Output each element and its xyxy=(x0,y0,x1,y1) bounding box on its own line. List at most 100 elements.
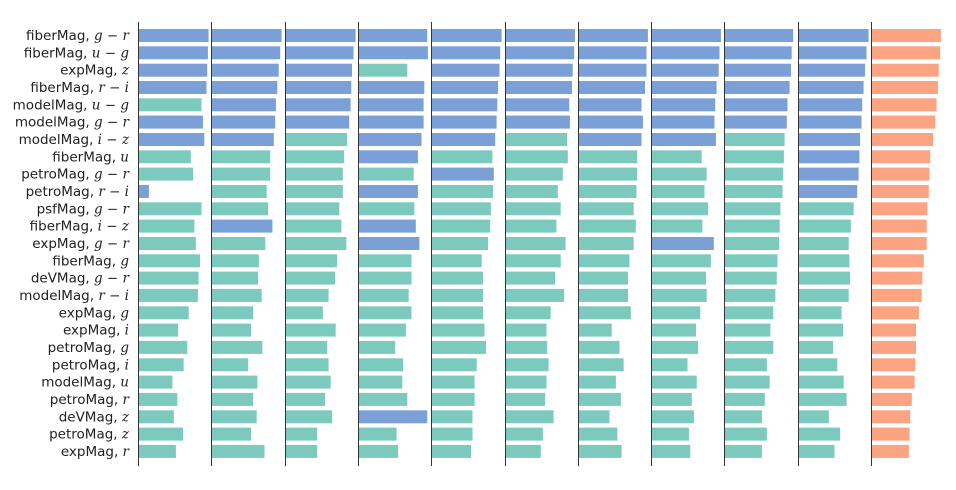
row-label-math: g − r xyxy=(94,28,131,44)
bar xyxy=(506,46,575,60)
row-label-math: g xyxy=(120,340,129,356)
row-label: deVMag, g − r xyxy=(31,271,131,287)
bar xyxy=(139,271,199,285)
bar xyxy=(872,358,916,372)
bar xyxy=(506,306,551,320)
bar xyxy=(212,392,254,406)
bar xyxy=(652,115,715,129)
bar xyxy=(652,185,705,198)
bar xyxy=(359,358,403,372)
bar xyxy=(359,254,412,268)
bar xyxy=(799,410,829,424)
bar xyxy=(872,254,924,268)
bar xyxy=(506,358,549,372)
bar xyxy=(212,29,282,42)
bar xyxy=(432,392,475,406)
bar xyxy=(579,323,612,337)
bar xyxy=(725,288,776,302)
bar xyxy=(359,410,428,424)
bar xyxy=(432,63,500,77)
bar xyxy=(579,98,642,112)
bar xyxy=(212,375,258,389)
bar xyxy=(725,202,781,216)
bar xyxy=(139,63,208,77)
bar xyxy=(212,444,265,458)
panel-10 xyxy=(798,22,869,466)
row-label-math: z xyxy=(121,409,130,425)
row-label: modelMag, u xyxy=(41,375,129,391)
bar xyxy=(579,185,637,198)
bar xyxy=(506,444,541,458)
bar xyxy=(286,115,350,129)
row-label-name: psfMag, xyxy=(37,201,94,217)
bar xyxy=(799,358,838,372)
bar xyxy=(506,167,563,181)
row-label-name: modelMag, xyxy=(41,375,120,391)
bar xyxy=(872,392,912,406)
bar xyxy=(725,29,794,42)
bar xyxy=(506,98,570,112)
bar xyxy=(139,46,208,60)
bar xyxy=(725,185,783,198)
bar xyxy=(652,202,709,216)
bar xyxy=(872,46,941,60)
row-label: modelMag, g − r xyxy=(15,115,131,131)
bar xyxy=(359,237,420,250)
row-label-name: petroMag, xyxy=(21,167,94,183)
row-label-name: modelMag, xyxy=(15,115,94,131)
bar xyxy=(432,306,484,320)
bar xyxy=(139,237,196,250)
bar xyxy=(432,133,496,146)
bar xyxy=(799,375,844,389)
bar xyxy=(286,133,348,146)
bar xyxy=(579,115,643,129)
bar xyxy=(212,358,249,372)
row-label-math: g − r xyxy=(94,167,131,183)
bar xyxy=(506,323,547,337)
bar xyxy=(432,410,473,424)
row-label: expMag, g xyxy=(59,305,130,321)
bar xyxy=(579,81,645,94)
bar xyxy=(212,340,263,354)
bar xyxy=(872,410,911,424)
bar xyxy=(725,150,784,164)
bar xyxy=(359,323,406,337)
bar xyxy=(212,271,259,285)
bar xyxy=(432,254,482,268)
bar xyxy=(212,115,276,129)
bar xyxy=(432,29,502,42)
bar xyxy=(872,340,916,354)
bar xyxy=(212,237,266,250)
row-label-math: g − r xyxy=(94,271,131,287)
bar xyxy=(872,81,938,94)
bar xyxy=(872,63,939,77)
bar xyxy=(359,29,428,42)
bar xyxy=(286,444,318,458)
bar xyxy=(212,254,259,268)
bar xyxy=(432,237,489,250)
row-label: expMag, g − r xyxy=(32,236,130,252)
bar xyxy=(579,288,628,302)
bar xyxy=(506,115,570,129)
row-label-name: modelMag, xyxy=(13,97,92,113)
bar xyxy=(799,427,841,441)
bar xyxy=(286,185,343,198)
panel-2 xyxy=(211,22,282,466)
bar xyxy=(286,81,352,94)
bar xyxy=(652,271,706,285)
row-label: petroMag, z xyxy=(49,427,130,443)
row-label-math: u xyxy=(120,149,129,165)
bar xyxy=(872,219,927,233)
bar xyxy=(359,81,425,94)
bar xyxy=(506,340,548,354)
bar xyxy=(579,444,622,458)
bar xyxy=(579,167,638,181)
bar xyxy=(652,427,689,441)
bar xyxy=(725,133,785,146)
row-label-name: petroMag, xyxy=(49,427,122,443)
bar xyxy=(872,115,936,129)
bar xyxy=(432,98,498,112)
row-label: modelMag, u − g xyxy=(13,97,130,113)
bar xyxy=(725,410,762,424)
row-label: modelMag, i − z xyxy=(19,132,130,148)
